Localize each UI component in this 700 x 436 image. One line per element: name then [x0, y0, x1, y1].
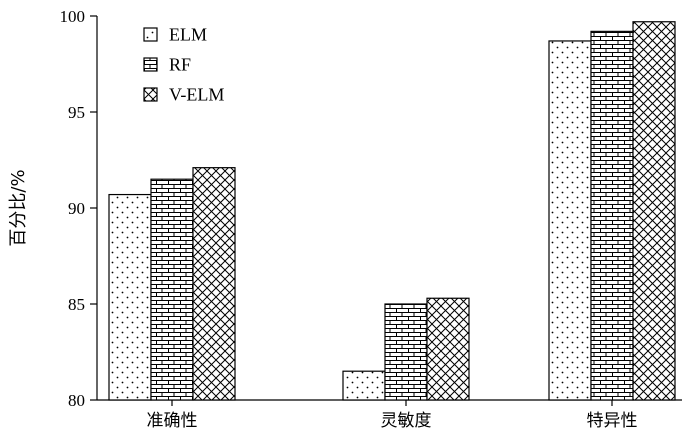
bar-elm	[342, 370, 386, 401]
x-tick-label: 准确性	[147, 411, 198, 431]
bar-v-elm	[426, 297, 470, 401]
legend-label: V-ELM	[169, 85, 224, 105]
bar-rf	[590, 30, 634, 401]
x-tick-label: 特异性	[587, 411, 638, 431]
y-tick-label: 100	[60, 7, 86, 26]
legend-swatch-v-elm	[143, 87, 158, 102]
bar-v-elm	[632, 21, 676, 401]
y-tick-label: 95	[68, 103, 85, 122]
y-tick-label: 85	[68, 295, 85, 314]
legend-swatch-elm	[143, 27, 158, 42]
bar-rf	[150, 178, 194, 401]
bar-v-elm	[192, 167, 236, 401]
y-tick-label: 90	[68, 199, 85, 218]
legend-swatch-rf	[143, 57, 158, 72]
x-tick-label: 灵敏度	[381, 411, 432, 431]
y-axis-label: 百分比/%	[8, 169, 29, 246]
bars	[108, 21, 676, 401]
bar-rf	[384, 303, 428, 401]
legend: ELM RF V-ELM	[143, 25, 224, 105]
legend-label: RF	[169, 55, 191, 75]
bar-elm	[548, 40, 592, 401]
legend-label: ELM	[169, 25, 207, 45]
labels: 80 85 90 95 100 准确性 灵敏度 特异性 百分比/%	[8, 7, 638, 431]
bar-elm	[108, 193, 152, 401]
y-tick-label: 80	[68, 391, 85, 410]
